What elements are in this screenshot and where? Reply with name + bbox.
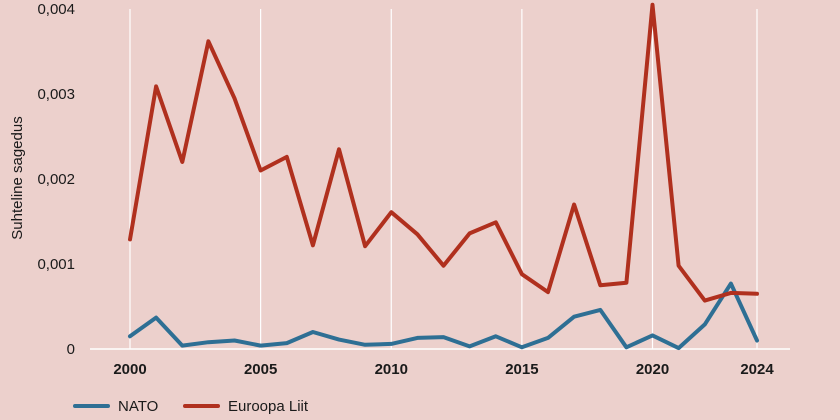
- y-tick-label: 0,001: [37, 256, 75, 273]
- x-tick-label: 2024: [740, 361, 774, 378]
- legend-label: Euroopa Liit: [228, 398, 309, 415]
- y-tick-label: 0,003: [37, 86, 75, 103]
- series-line-euroopa-liit: [128, 2, 759, 303]
- legend-label: NATO: [118, 398, 158, 415]
- series-line-nato: [128, 281, 759, 351]
- x-tick-label: 2005: [244, 361, 277, 378]
- grid-lines: [129, 9, 758, 349]
- y-axis-label: Suhteline sagedus: [9, 116, 26, 239]
- x-axis-ticks: 2000 2005 2010 2015 2020 2024: [113, 361, 774, 378]
- series-lines: [128, 2, 759, 351]
- y-axis-ticks: 0 0,001 0,002 0,003 0,004: [37, 1, 75, 358]
- y-tick-label: 0: [67, 341, 75, 358]
- y-tick-label: 0,002: [37, 171, 75, 188]
- x-tick-label: 2020: [636, 361, 669, 378]
- legend: NATO Euroopa Liit: [73, 398, 309, 415]
- x-tick-label: 2010: [375, 361, 408, 378]
- y-tick-label: 0,004: [37, 1, 75, 18]
- x-tick-label: 2015: [505, 361, 538, 378]
- x-tick-label: 2000: [113, 361, 146, 378]
